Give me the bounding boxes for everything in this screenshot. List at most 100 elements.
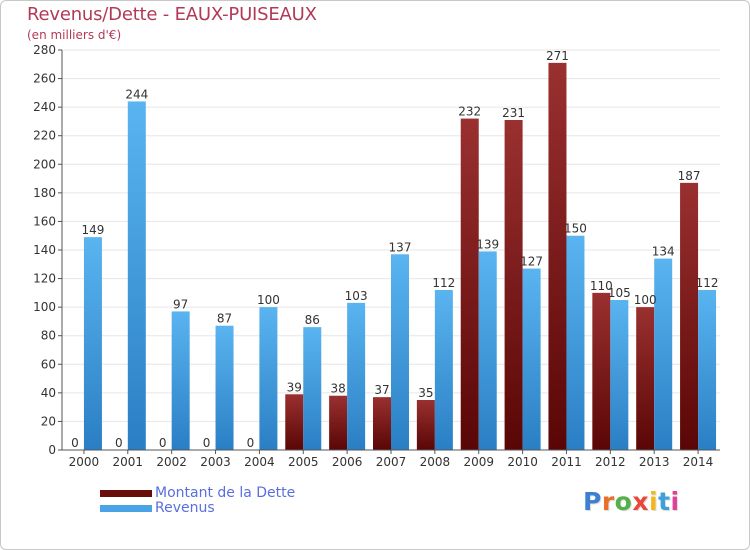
legend-swatch-dette (100, 490, 152, 497)
x-tick-label: 2010 (507, 455, 538, 469)
data-label: 87 (217, 312, 232, 326)
bar-revenus (347, 302, 366, 450)
bar-revenus (391, 254, 409, 450)
y-tick-label: 240 (33, 100, 56, 114)
y-tick-label: 280 (33, 43, 56, 57)
x-tick-label: 2003 (200, 455, 231, 469)
logo-letter: t (658, 487, 671, 516)
data-label: 103 (345, 289, 368, 303)
data-label: 35 (418, 386, 433, 400)
x-tick-label: 2006 (332, 455, 363, 469)
y-tick-label: 0 (48, 443, 56, 457)
bar-revenus (478, 251, 497, 450)
y-tick-label: 40 (41, 386, 56, 400)
data-label: 271 (546, 49, 569, 63)
y-tick-label: 220 (33, 129, 56, 143)
bar-dette (416, 400, 435, 450)
proxiti-logo: Proxiti (583, 487, 680, 516)
logo-letter: i (649, 487, 659, 516)
x-tick-label: 2000 (69, 455, 100, 469)
bar-dette (504, 120, 523, 450)
bar-dette (460, 118, 479, 451)
data-label: 0 (71, 436, 79, 450)
bar-revenus (522, 268, 541, 450)
data-label: 100 (257, 293, 280, 307)
data-label: 110 (590, 279, 613, 293)
bar-revenus (434, 290, 453, 450)
bar-dette (592, 292, 611, 450)
data-label: 139 (476, 237, 499, 251)
y-tick-label: 160 (33, 214, 56, 228)
bar-revenus (654, 258, 673, 450)
bar-dette (548, 62, 567, 450)
y-tick-label: 60 (41, 357, 56, 371)
x-tick-label: 2011 (551, 455, 582, 469)
data-label: 105 (608, 286, 631, 300)
bar-revenus (259, 307, 278, 450)
bar-dette (636, 307, 655, 450)
x-tick-label: 2004 (244, 455, 275, 469)
y-tick-label: 200 (33, 157, 56, 171)
bar-revenus (610, 300, 629, 450)
data-label: 86 (305, 313, 320, 327)
x-tick-label: 2009 (463, 455, 494, 469)
data-label: 0 (247, 436, 255, 450)
logo-letter: x (632, 487, 649, 516)
data-label: 0 (159, 436, 167, 450)
bar-revenus (698, 290, 717, 450)
y-tick-label: 20 (41, 414, 56, 428)
bar-revenus (171, 311, 190, 450)
y-tick-label: 140 (33, 243, 56, 257)
data-label: 244 (125, 87, 148, 101)
data-label: 37 (374, 383, 389, 397)
bar-dette (680, 182, 699, 450)
y-tick-label: 120 (33, 272, 56, 286)
data-label: 0 (115, 436, 123, 450)
data-label: 134 (652, 245, 675, 259)
x-tick-label: 2008 (420, 455, 451, 469)
bar-revenus (566, 235, 585, 450)
logo-letter: r (601, 487, 615, 516)
bar-revenus (83, 237, 102, 450)
bar-dette (373, 397, 391, 450)
data-label: 231 (502, 106, 525, 120)
chart-subtitle: (en milliers d'€) (27, 28, 122, 42)
chart-title: Revenus/Dette - EAUX-PUISEAUX (27, 4, 317, 25)
logo-letter: o (614, 487, 633, 516)
data-label: 100 (634, 293, 657, 307)
y-tick-label: 180 (33, 186, 56, 200)
legend-label-revenus: Revenus (155, 500, 215, 516)
legend-swatch-revenus (100, 505, 152, 512)
data-label: 127 (520, 255, 543, 269)
x-tick-label: 2012 (595, 455, 626, 469)
y-tick-label: 100 (33, 300, 56, 314)
data-label: 187 (678, 169, 701, 183)
legend-label-dette: Montant de la Dette (155, 485, 296, 501)
x-tick-label: 2002 (156, 455, 187, 469)
logo-letter: P (583, 487, 602, 516)
y-tick-label: 80 (41, 329, 56, 343)
bar-dette (285, 394, 304, 450)
x-tick-label: 2013 (639, 455, 670, 469)
bar-dette (329, 395, 348, 450)
x-tick-label: 2001 (113, 455, 144, 469)
x-tick-label: 2014 (683, 455, 714, 469)
data-label: 137 (389, 240, 412, 254)
data-label: 39 (287, 380, 302, 394)
data-label: 38 (330, 382, 345, 396)
data-label: 232 (458, 105, 481, 119)
data-label: 97 (173, 297, 188, 311)
data-label: 112 (432, 276, 455, 290)
y-tick-label: 260 (33, 72, 56, 86)
bar-revenus (127, 101, 146, 450)
x-tick-label: 2005 (288, 455, 319, 469)
logo-letter: i (670, 487, 680, 516)
data-label: 0 (203, 436, 211, 450)
bar-revenus (215, 325, 234, 450)
data-label: 150 (564, 222, 587, 236)
data-label: 112 (696, 276, 719, 290)
bar-revenus (303, 327, 322, 450)
x-tick-label: 2007 (376, 455, 407, 469)
